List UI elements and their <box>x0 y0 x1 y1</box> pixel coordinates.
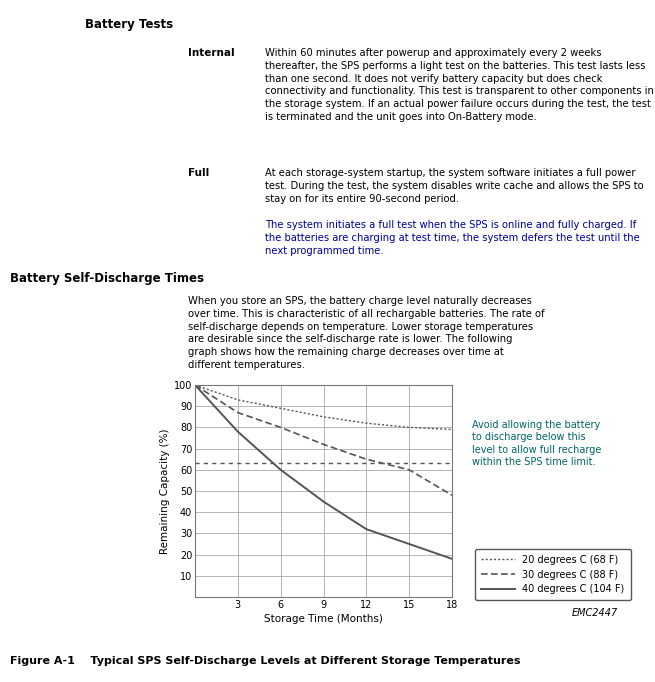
X-axis label: Storage Time (Months): Storage Time (Months) <box>264 614 383 624</box>
Text: Within 60 minutes after powerup and approximately every 2 weeks
thereafter, the : Within 60 minutes after powerup and appr… <box>265 48 654 122</box>
Text: Avoid allowing the battery
to discharge below this
level to allow full recharge
: Avoid allowing the battery to discharge … <box>472 420 601 467</box>
Text: Internal: Internal <box>188 48 234 58</box>
Text: At each storage-system startup, the system software initiates a full power
test.: At each storage-system startup, the syst… <box>265 168 644 204</box>
Text: The system initiates a full test when the SPS is online and fully charged. If
th: The system initiates a full test when th… <box>265 220 640 256</box>
Text: When you store an SPS, the battery charge level naturally decreases
over time. T: When you store an SPS, the battery charg… <box>188 296 544 370</box>
Text: EMC2447: EMC2447 <box>572 608 618 618</box>
Text: Figure A-1    Typical SPS Self-Discharge Levels at Different Storage Temperature: Figure A-1 Typical SPS Self-Discharge Le… <box>10 656 521 666</box>
Text: Full: Full <box>188 168 209 178</box>
Legend: 20 degrees C (68 F), 30 degrees C (88 F), 40 degrees C (104 F): 20 degrees C (68 F), 30 degrees C (88 F)… <box>475 549 631 600</box>
Text: Battery Tests: Battery Tests <box>85 18 173 31</box>
Text: Battery Self-Discharge Times: Battery Self-Discharge Times <box>10 272 204 285</box>
Y-axis label: Remaining Capacity (%): Remaining Capacity (%) <box>160 428 170 554</box>
